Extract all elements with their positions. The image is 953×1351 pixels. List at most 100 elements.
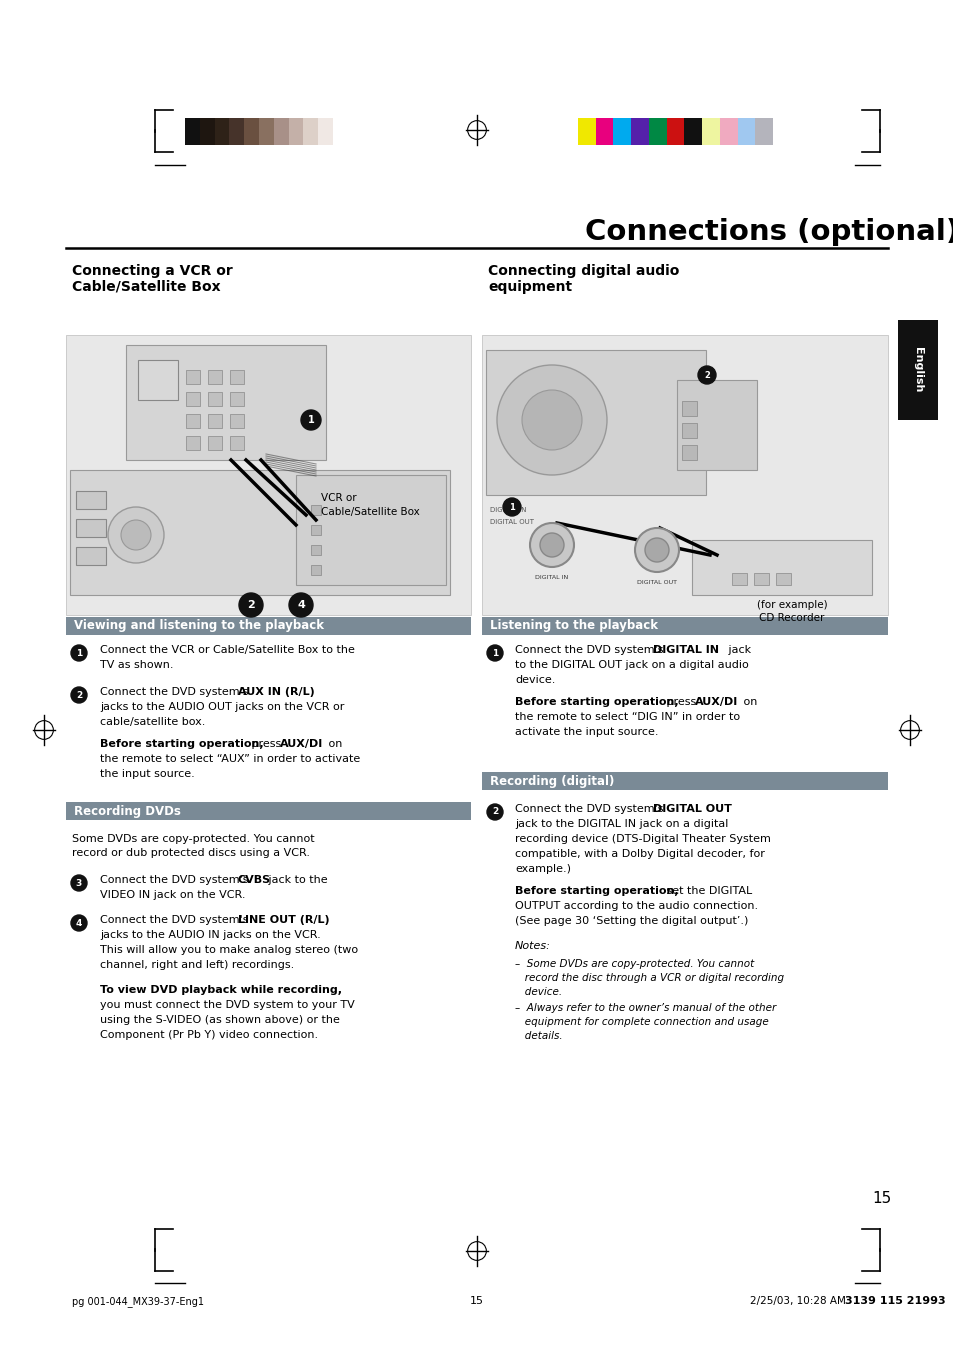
Text: device.: device. (515, 988, 561, 997)
Bar (230, 413, 244, 428)
Text: cable/satellite box.: cable/satellite box. (100, 717, 205, 727)
Circle shape (530, 523, 574, 567)
Text: 2: 2 (492, 808, 497, 816)
Text: 3: 3 (76, 878, 82, 888)
Text: recording device (DTS-Digital Theater System: recording device (DTS-Digital Theater Sy… (515, 834, 770, 844)
Bar (737, 118, 755, 145)
Circle shape (239, 593, 263, 617)
Circle shape (121, 520, 151, 550)
Text: DIGITAL IN: DIGITAL IN (535, 576, 568, 580)
Bar (230, 392, 244, 407)
Text: 1: 1 (509, 503, 515, 512)
Bar (66, 802, 471, 820)
Bar (303, 118, 318, 145)
Bar (311, 565, 320, 576)
Bar (753, 573, 768, 585)
Bar (485, 350, 705, 494)
Bar (481, 771, 887, 790)
Text: Recording (digital): Recording (digital) (490, 774, 614, 788)
Text: Before starting operation,: Before starting operation, (515, 886, 678, 896)
Circle shape (486, 644, 502, 661)
Bar (76, 519, 106, 536)
Circle shape (289, 593, 313, 617)
Text: Connect the DVD system's: Connect the DVD system's (515, 644, 666, 655)
Bar (208, 370, 222, 384)
Text: This will allow you to make analog stereo (two: This will allow you to make analog stere… (100, 944, 357, 955)
Text: Listening to the playback: Listening to the playback (490, 620, 658, 632)
Text: AUX IN (R/L): AUX IN (R/L) (237, 688, 314, 697)
Text: 4: 4 (296, 600, 305, 611)
Text: press: press (248, 739, 284, 748)
Circle shape (539, 534, 563, 557)
Text: DIGITAL OUT: DIGITAL OUT (637, 580, 677, 585)
Text: 2: 2 (703, 370, 709, 380)
Text: record the disc through a VCR or digital recording: record the disc through a VCR or digital… (515, 973, 783, 984)
Text: –  Always refer to the owner’s manual of the other: – Always refer to the owner’s manual of … (515, 1002, 776, 1013)
Bar (229, 118, 244, 145)
Bar (666, 118, 683, 145)
Text: on: on (325, 739, 342, 748)
Text: AUX/DI: AUX/DI (695, 697, 738, 707)
Bar (631, 118, 648, 145)
Text: Connect the VCR or Cable/Satellite Box to the: Connect the VCR or Cable/Satellite Box t… (100, 644, 355, 655)
Bar (295, 476, 446, 585)
Text: example.): example.) (515, 865, 571, 874)
Text: activate the input source.: activate the input source. (515, 727, 658, 738)
Circle shape (521, 390, 581, 450)
Text: to the DIGITAL OUT jack on a digital audio: to the DIGITAL OUT jack on a digital aud… (515, 661, 748, 670)
Text: Connect the DVD system's: Connect the DVD system's (100, 688, 252, 697)
Bar (244, 118, 258, 145)
Text: CVBS: CVBS (237, 875, 271, 885)
Bar (681, 444, 697, 459)
Bar (186, 370, 200, 384)
Text: Connect the DVD system's: Connect the DVD system's (100, 875, 252, 885)
Bar (681, 423, 697, 438)
Bar (311, 544, 320, 555)
Text: (See page 30 ‘Setting the digital output’.): (See page 30 ‘Setting the digital output… (515, 916, 747, 925)
Bar (208, 413, 222, 428)
Text: AUX/DI: AUX/DI (280, 739, 323, 748)
Bar (185, 118, 199, 145)
Bar (311, 505, 320, 515)
Text: the remote to select “DIG IN” in order to: the remote to select “DIG IN” in order t… (515, 712, 740, 721)
Bar (214, 118, 229, 145)
Text: equipment: equipment (488, 280, 572, 295)
Text: details.: details. (515, 1031, 562, 1042)
Bar (683, 118, 701, 145)
Text: VIDEO IN jack on the VCR.: VIDEO IN jack on the VCR. (100, 890, 245, 900)
Text: 1: 1 (76, 648, 82, 658)
Text: TV as shown.: TV as shown. (100, 661, 173, 670)
Text: press: press (662, 697, 699, 707)
Circle shape (644, 538, 668, 562)
Bar (595, 118, 613, 145)
Circle shape (486, 804, 502, 820)
Bar (66, 617, 471, 635)
Text: Component (Pr Pb Y) video connection.: Component (Pr Pb Y) video connection. (100, 1029, 317, 1040)
Circle shape (71, 915, 87, 931)
Text: English: English (912, 347, 923, 393)
Text: on: on (740, 697, 757, 707)
Bar (186, 436, 200, 450)
Text: Before starting operation,: Before starting operation, (515, 697, 678, 707)
Text: equipment for complete connection and usage: equipment for complete connection and us… (515, 1017, 768, 1027)
Bar (208, 392, 222, 407)
Bar (677, 380, 757, 470)
Text: LINE OUT (R/L): LINE OUT (R/L) (237, 915, 330, 925)
Text: the input source.: the input source. (100, 769, 194, 780)
Text: 15: 15 (470, 1296, 483, 1306)
Text: OUTPUT according to the audio connection.: OUTPUT according to the audio connection… (515, 901, 758, 911)
Bar (311, 526, 320, 535)
Text: Connecting a VCR or: Connecting a VCR or (71, 263, 233, 278)
Bar (681, 401, 697, 416)
Text: Cable/Satellite Box: Cable/Satellite Box (71, 280, 220, 295)
Text: pg 001-044_MX39-37-Eng1: pg 001-044_MX39-37-Eng1 (71, 1296, 204, 1306)
Text: –  Some DVDs are copy-protected. You cannot: – Some DVDs are copy-protected. You cann… (515, 959, 754, 969)
Text: DIGITAL OUT: DIGITAL OUT (652, 804, 731, 815)
Text: Viewing and listening to the playback: Viewing and listening to the playback (74, 620, 324, 632)
Circle shape (635, 528, 679, 571)
Text: Before starting operation,: Before starting operation, (100, 739, 263, 748)
Text: jack: jack (724, 644, 750, 655)
Circle shape (497, 365, 606, 476)
Text: jack to the: jack to the (265, 875, 327, 885)
Bar (897, 320, 937, 420)
